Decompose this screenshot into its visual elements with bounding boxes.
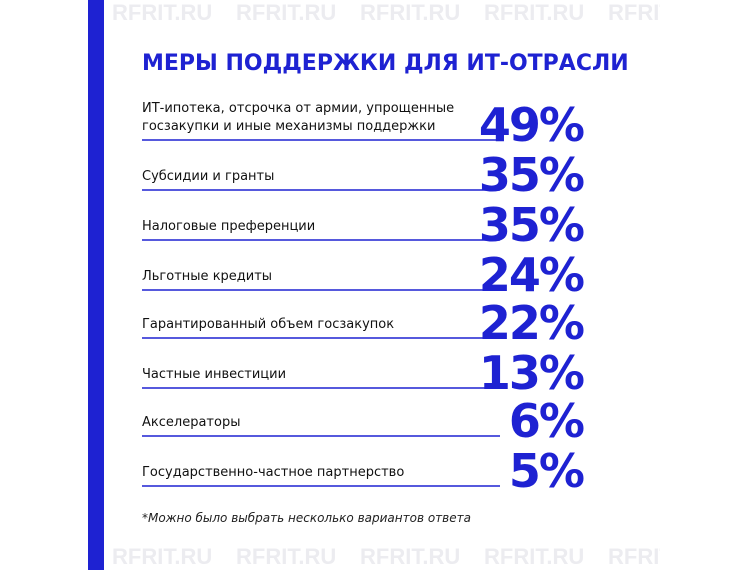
row-value: 5% <box>509 444 584 498</box>
watermark: RFRIT.RU <box>236 0 336 25</box>
watermark: RFRIT.RU <box>112 0 212 25</box>
row-label: Частные инвестиции <box>142 367 286 382</box>
row-value: 13% <box>479 346 584 400</box>
row-label: Субсидии и гранты <box>142 169 274 184</box>
row-value: 24% <box>479 248 584 302</box>
watermark: RFRIT.RU <box>484 544 584 569</box>
side-stripe <box>88 0 104 570</box>
row-label: ИТ-ипотека, отсрочка от армии, упрощенны… <box>142 101 454 116</box>
row-label: Акселераторы <box>142 415 240 430</box>
row-value: 6% <box>509 394 584 448</box>
watermark: RFRIT.RU <box>484 0 584 25</box>
watermark: RFRIT.RU <box>236 544 336 569</box>
watermark: RFRIT.RU <box>112 544 212 569</box>
row-label: Государственно-частное партнерство <box>142 465 404 480</box>
row-label: Гарантированный объем госзакупок <box>142 317 394 332</box>
row-value: 35% <box>479 198 584 252</box>
row-label: Налоговые преференции <box>142 219 315 234</box>
row-label: госзакупки и иные механизмы поддержки <box>142 119 435 134</box>
row-value: 49% <box>479 98 584 152</box>
margin <box>660 0 750 570</box>
row-value: 35% <box>479 148 584 202</box>
margin <box>0 0 88 570</box>
watermark: RFRIT.RU <box>360 544 460 569</box>
row-label: Льготные кредиты <box>142 269 272 284</box>
title: МЕРЫ ПОДДЕРЖКИ ДЛЯ ИТ-ОТРАСЛИ <box>142 51 629 76</box>
watermark: RFRIT.RU <box>360 0 460 25</box>
footnote: *Можно было выбрать несколько вариантов … <box>142 511 471 525</box>
row-value: 22% <box>479 296 584 350</box>
